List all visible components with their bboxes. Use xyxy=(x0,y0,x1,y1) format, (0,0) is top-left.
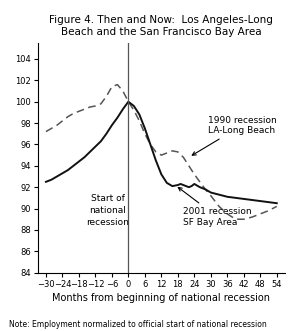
Text: Note: Employment normalized to official start of national recession: Note: Employment normalized to official … xyxy=(9,320,267,329)
X-axis label: Months from beginning of national recession: Months from beginning of national recess… xyxy=(52,293,270,303)
Text: 1990 recession
LA-Long Beach: 1990 recession LA-Long Beach xyxy=(192,116,277,155)
Text: Start of
national
recession: Start of national recession xyxy=(86,194,129,227)
Text: 2001 recession
SF Bay Area: 2001 recession SF Bay Area xyxy=(178,187,252,227)
Title: Figure 4. Then and Now:  Los Angeles-Long
Beach and the San Francisco Bay Area: Figure 4. Then and Now: Los Angeles-Long… xyxy=(50,15,273,37)
